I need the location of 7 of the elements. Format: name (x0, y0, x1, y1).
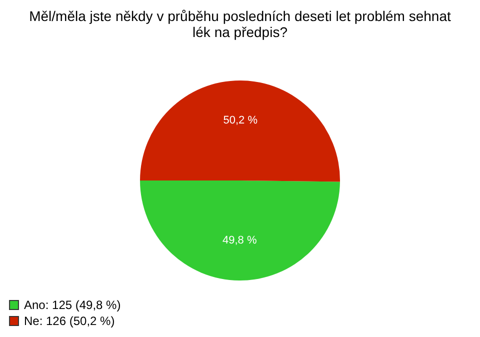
legend-label: Ne: 126 (50,2 %) (24, 314, 115, 328)
legend-label: Ano: 125 (49,8 %) (24, 298, 121, 312)
pie-slice (140, 80, 340, 182)
data-label: 50,2 % (223, 114, 258, 126)
pie-slice (140, 180, 340, 280)
chart-title: Měl/měla jste někdy v průběhu posledních deseti let problém sehnat lék na předpis? (29, 8, 451, 40)
data-label: 49,8 % (222, 234, 257, 246)
